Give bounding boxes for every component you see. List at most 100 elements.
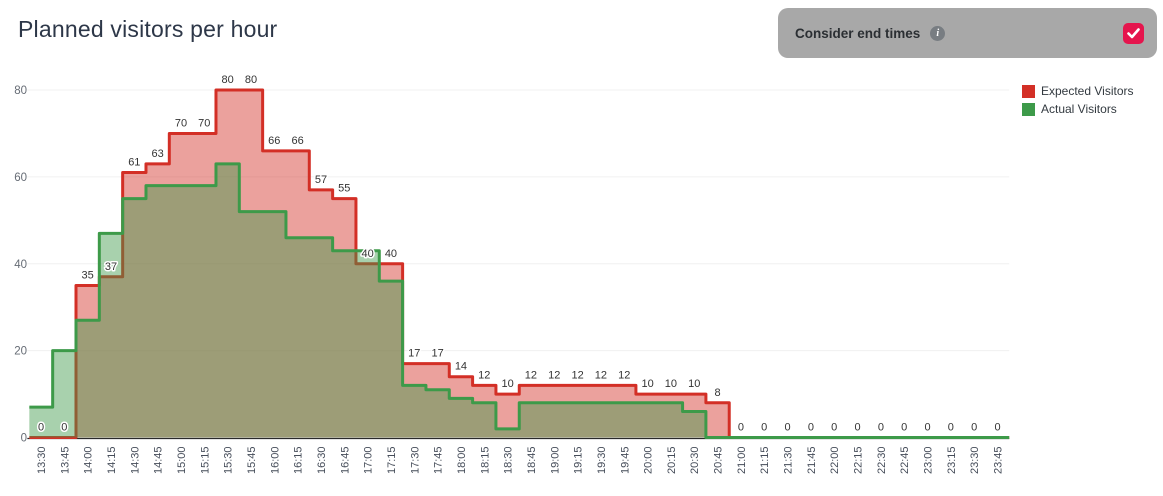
data-label-15:30: 80 bbox=[222, 74, 234, 86]
x-axis-label-23:00: 23:00 bbox=[923, 447, 935, 475]
x-axis-label-21:15: 21:15 bbox=[759, 447, 771, 475]
x-axis-label-22:00: 22:00 bbox=[829, 447, 841, 475]
y-axis-label-40: 40 bbox=[14, 259, 27, 271]
consider-end-times-toggle-bar: Consider end times i bbox=[778, 8, 1157, 58]
data-label-18:15: 12 bbox=[478, 369, 490, 381]
data-label-14:00: 35 bbox=[82, 269, 94, 281]
grid-lines bbox=[27, 89, 1010, 352]
expected-swatch-icon bbox=[1022, 84, 1035, 98]
x-axis-label-13:45: 13:45 bbox=[59, 447, 71, 475]
x-axis-label-15:00: 15:00 bbox=[176, 447, 188, 475]
x-axis-label-21:45: 21:45 bbox=[806, 447, 818, 475]
x-axis-label-19:00: 19:00 bbox=[549, 447, 561, 475]
toggle-label: Consider end times bbox=[795, 25, 921, 41]
x-axis-labels: 13:30 13:45 14:00 14:15 14:30 14:45 15:00 15:15… bbox=[36, 447, 1005, 475]
data-label-18:00: 14 bbox=[455, 361, 467, 373]
data-label-21:30: 0 bbox=[784, 422, 790, 434]
data-label-21:15: 0 bbox=[761, 422, 767, 434]
x-axis-label-15:30: 15:30 bbox=[223, 447, 235, 475]
actual-swatch-icon bbox=[1022, 102, 1035, 116]
data-label-14:30: 61 bbox=[128, 157, 140, 169]
x-axis-label-19:45: 19:45 bbox=[619, 447, 631, 475]
chart-area: 0 20 40 60 80 13:30 13:45 14:00 14:15 14:30 14:45 1… bbox=[0, 70, 1163, 496]
y-axis-label-60: 60 bbox=[14, 172, 27, 184]
data-label-13:45: 0 bbox=[61, 422, 67, 434]
data-label-20:45: 8 bbox=[715, 387, 721, 399]
data-label-22:15: 0 bbox=[854, 422, 860, 434]
legend-item-expected[interactable]: Expected Visitors bbox=[1022, 84, 1134, 98]
data-label-16:45: 55 bbox=[338, 183, 350, 195]
x-axis-label-22:30: 22:30 bbox=[876, 447, 888, 475]
data-label-19:30: 12 bbox=[595, 369, 607, 381]
data-label-20:00: 10 bbox=[641, 378, 653, 390]
data-label-17:15: 40 bbox=[385, 248, 397, 260]
x-axis-label-14:15: 14:15 bbox=[106, 447, 118, 475]
consider-end-times-checkbox[interactable] bbox=[1123, 22, 1144, 44]
x-axis-label-16:00: 16:00 bbox=[269, 447, 281, 475]
x-axis-label-21:30: 21:30 bbox=[783, 447, 795, 475]
data-label-16:30: 57 bbox=[315, 174, 327, 186]
data-label-19:45: 12 bbox=[618, 369, 630, 381]
data-label-17:00: 40 bbox=[361, 248, 373, 260]
data-label-22:00: 0 bbox=[831, 422, 837, 434]
data-label-21:00: 0 bbox=[738, 422, 744, 434]
x-axis-label-15:15: 15:15 bbox=[199, 447, 211, 475]
x-axis-label-15:45: 15:45 bbox=[246, 447, 258, 475]
x-axis-label-23:15: 23:15 bbox=[946, 447, 958, 475]
data-label-19:15: 12 bbox=[571, 369, 583, 381]
x-axis-label-17:00: 17:00 bbox=[363, 447, 375, 475]
info-icon[interactable]: i bbox=[930, 25, 946, 41]
checkmark-icon bbox=[1127, 27, 1140, 38]
x-axis-label-14:30: 14:30 bbox=[129, 447, 141, 475]
data-label-16:00: 66 bbox=[268, 135, 280, 147]
data-label-23:30: 0 bbox=[971, 422, 977, 434]
x-axis-label-20:15: 20:15 bbox=[666, 447, 678, 475]
data-label-20:30: 10 bbox=[688, 378, 700, 390]
chart-legend: Expected Visitors Actual Visitors bbox=[1022, 84, 1134, 120]
actual-series-line bbox=[29, 162, 1010, 439]
x-axis-label-16:15: 16:15 bbox=[293, 447, 305, 475]
data-label-23:15: 0 bbox=[948, 422, 954, 434]
x-axis-label-22:15: 22:15 bbox=[853, 447, 865, 475]
actual-series-area bbox=[29, 163, 1010, 438]
data-label-15:00: 70 bbox=[175, 117, 187, 129]
data-label-14:45: 63 bbox=[152, 148, 164, 160]
expected-series-area bbox=[29, 90, 1010, 438]
legend-label-expected: Expected Visitors bbox=[1041, 84, 1134, 98]
x-axis-label-21:00: 21:00 bbox=[736, 447, 748, 475]
x-axis-label-22:45: 22:45 bbox=[899, 447, 911, 475]
y-axis-label-20: 20 bbox=[14, 346, 27, 358]
x-axis-label-20:00: 20:00 bbox=[643, 447, 655, 475]
data-label-20:15: 10 bbox=[665, 378, 677, 390]
x-axis-label-19:15: 19:15 bbox=[573, 447, 585, 475]
data-label-17:30: 17 bbox=[408, 348, 420, 360]
x-axis-label-18:30: 18:30 bbox=[503, 447, 515, 475]
data-label-19:00: 12 bbox=[548, 369, 560, 381]
x-axis-label-19:30: 19:30 bbox=[596, 447, 608, 475]
data-label-22:30: 0 bbox=[878, 422, 884, 434]
x-axis-label-14:00: 14:00 bbox=[83, 447, 95, 475]
x-axis-label-20:30: 20:30 bbox=[689, 447, 701, 475]
x-axis-label-18:45: 18:45 bbox=[526, 447, 538, 475]
x-axis-label-18:15: 18:15 bbox=[479, 447, 491, 475]
legend-item-actual[interactable]: Actual Visitors bbox=[1022, 102, 1134, 116]
data-label-14:15: 37 bbox=[105, 261, 117, 273]
y-axis-label-80: 80 bbox=[14, 85, 27, 97]
x-axis-label-14:45: 14:45 bbox=[153, 447, 165, 475]
x-axis-label-17:15: 17:15 bbox=[386, 447, 398, 475]
data-label-13:30: 0 bbox=[38, 422, 44, 434]
x-axis-label-23:30: 23:30 bbox=[969, 447, 981, 475]
x-axis-label-23:45: 23:45 bbox=[993, 447, 1005, 475]
data-label-18:30: 10 bbox=[501, 378, 513, 390]
data-label-18:45: 12 bbox=[525, 369, 537, 381]
data-label-23:00: 0 bbox=[924, 422, 930, 434]
data-label-23:45: 0 bbox=[994, 422, 1000, 434]
x-axis-label-16:45: 16:45 bbox=[339, 447, 351, 475]
data-label-15:45: 80 bbox=[245, 74, 257, 86]
x-axis-label-20:45: 20:45 bbox=[713, 447, 725, 475]
legend-label-actual: Actual Visitors bbox=[1041, 102, 1117, 116]
y-axis-label-0: 0 bbox=[21, 433, 27, 445]
